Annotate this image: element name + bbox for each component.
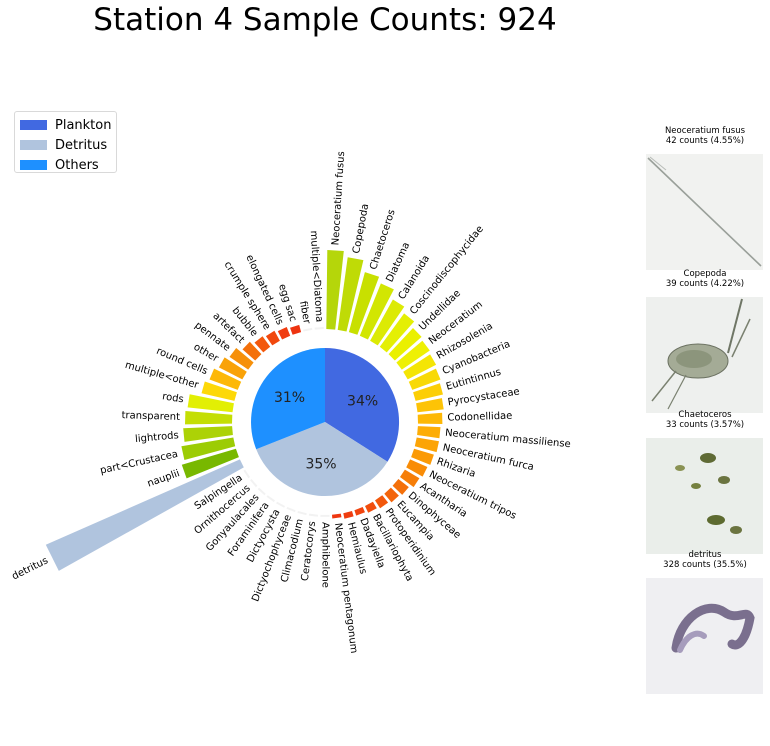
bar-part-crustacea [181,437,236,460]
bar-multiple-other [201,381,237,401]
bar-neoceratium-massiliense [417,426,441,439]
bar-protoperidinium [375,495,389,509]
bar-elongated-cells [277,327,291,340]
bar-label: nauplii [146,468,181,490]
bar-acantharia [400,469,420,488]
bar-other [218,357,247,380]
thumbnail-title: Copepoda [683,269,727,279]
bar-label: detritus [10,555,50,582]
bar-calanoida [370,299,405,346]
chart-title: Station 4 Sample Counts: 924 [93,2,557,38]
bar-neoceratium-pentagonum [332,513,342,519]
bar-label: transparent [121,410,180,423]
bar-neoceratium-tripos [406,459,428,477]
bar-multiple-diatoma [314,327,324,330]
bar-chaetoceros [348,272,380,335]
thumbnail-chaetoceros: Chaetoceros 33 counts (3.57%) [646,410,764,554]
bar-hemiaulus [343,511,354,519]
bar-label: rods [161,391,184,405]
bar-diatoma [359,283,394,340]
pie-label: 31% [274,390,305,406]
bar-rhizaria [411,448,434,465]
pie-label: 34% [347,393,378,409]
bar-amphibelone [320,514,330,517]
legend-label: Plankton [55,117,112,133]
bar-pennate [229,348,254,370]
pie-slice-plankton [325,347,400,462]
bar-ceratocorys [308,513,318,517]
bar-transparent [185,411,233,425]
bar-crumple-sphere [265,330,280,346]
thumbnail-caption: 33 counts (3.57%) [665,420,745,430]
bar-pyrocystaceae [416,398,444,413]
thumbnail-neoceratium-fusus: Neoceratium fusus 42 counts (4.55%) [646,126,764,270]
bar-lightrods [183,426,233,442]
bar-nauplii [181,448,239,479]
bar-egg-sac [290,324,302,335]
bar-label: Codonellidae [447,411,512,424]
thumbnail-caption: 328 counts (35.5%) [663,560,747,570]
legend-label: Others [55,157,99,173]
bar-label: fiber [297,300,312,325]
thumbnail-image [646,578,763,694]
pie-slice-detritus [256,422,388,497]
bar-undellidae [388,328,422,361]
radial-bar-chart: Neoceratium fusus CopepodaChaetocerosDiat… [10,151,571,654]
legend-label: Detritus [55,137,108,153]
bar-dictyochophyceae [286,507,296,513]
bar-neoceratium-furca [414,437,439,453]
thumbnail-image [646,297,763,413]
bar-dictyocysta [276,501,285,508]
bar-label: Copepoda [351,203,371,255]
thumbnail-title: Neoceratium fusus [664,126,746,136]
bar-copepoda [337,257,364,332]
bar-climacodium [297,511,307,516]
pie-label: 35% [305,457,336,473]
legend-item: Plankton [20,115,116,135]
bar-neoceratium-fusus [326,250,344,330]
bar-detritus [45,459,244,571]
legend-item: Others [20,155,116,175]
bar-bubble [254,336,271,353]
legend-swatch [20,120,47,130]
bar-coscinodiscophycidae [379,313,415,353]
legend-swatch [20,140,47,150]
bar-dadayiella [354,507,365,516]
bar-fiber [303,327,313,332]
bar-foraminifera [266,495,275,503]
bar-codonellidae [417,412,443,424]
thumbnail-caption: 42 counts (4.55%) [665,136,745,146]
thumbnail-caption: 39 counts (4.22%) [665,279,745,289]
bar-label: Neoceratium fusus [330,151,347,246]
legend-item: Detritus [20,135,116,155]
bar-label: Amphibelone [320,522,331,588]
legend: Plankton Detritus Others [14,111,117,173]
bar-salpingella [243,469,250,479]
bar-neoceratium [396,340,430,370]
bar-label: lightrods [135,430,180,445]
bar-artefact [242,341,262,361]
bar-ornithocercus [250,479,258,488]
thumbnail-title: Chaetoceros [678,410,732,420]
bar-cyanobacteria [408,368,441,390]
pie-slice-others [251,348,325,450]
bar-gonyaulacales [257,487,266,496]
bar-rhizosolenia [403,354,437,380]
bar-eucampia [384,487,399,503]
bar-eutintinnus [413,383,443,401]
bar-rods [187,394,234,413]
bar-dinophyceae [392,479,409,495]
thumbnail-detritus: detritus 328 counts (35.5%) [646,550,764,694]
thumbnail-image [646,154,763,270]
legend-swatch [20,160,47,170]
bar-round-cells [209,368,242,390]
bar-bacillariophyta [365,501,377,513]
thumbnail-copepoda: Copepoda 39 counts (4.22%) [646,269,764,413]
thumbnail-image [646,438,763,554]
thumbnail-title: detritus [688,550,722,560]
